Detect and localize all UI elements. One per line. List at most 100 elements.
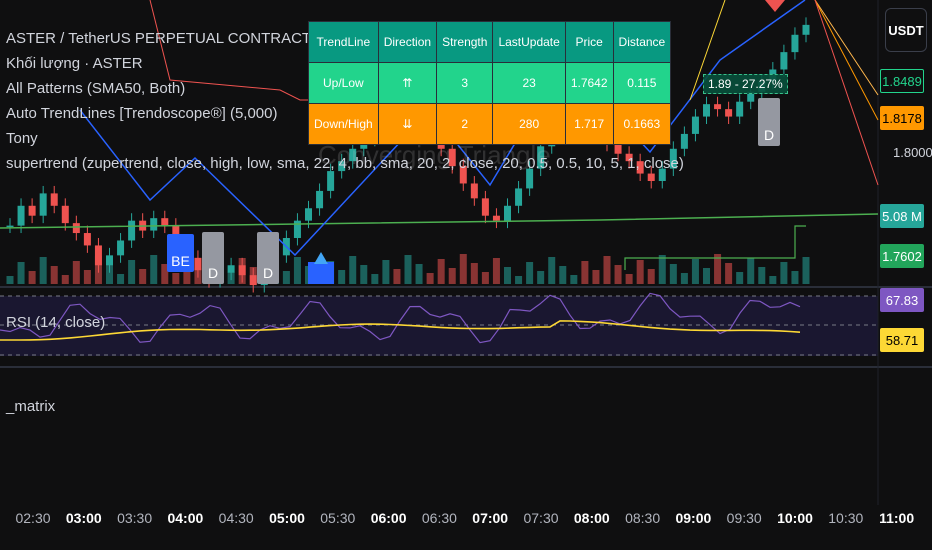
candle-body [791,34,799,53]
candle-body [94,245,102,266]
volume-bar [50,266,58,284]
legend-volume[interactable]: Khối lượng · ASTER [6,55,143,72]
volume-bar [227,272,235,284]
volume-bar [161,264,169,284]
table-cell: 1.717 [564,103,614,145]
trendline-orange-2 [814,0,879,121]
table-cell: 23 [492,62,566,104]
volume-bar [415,264,423,284]
price-axis-label: 1.8000 [893,145,932,160]
rsi-ma-tag: 58.71 [880,328,924,352]
volume-bar [150,255,158,284]
legend-tony[interactable]: Tony [6,130,38,147]
volume-bar [559,266,567,284]
volume-bar [249,267,257,284]
matrix-legend[interactable]: _matrix [6,398,56,415]
time-label: 07:00 [472,510,509,526]
volume-bar [736,272,744,284]
volume-bar [404,255,412,284]
volume-tag: 5.08 M [880,204,924,228]
volume-bar [360,265,368,284]
volume-bar [691,259,699,284]
candle-body [227,265,235,273]
volume-bar [614,265,622,284]
price-tag-up-trendline: 1.8489 [880,69,924,93]
volume-bar [515,276,523,284]
currency-button[interactable]: USDT [885,8,927,52]
volume-bar [106,265,113,284]
candle-body [17,205,25,226]
trendline-table: TrendLine Direction Strength LastUpdate … [308,21,672,145]
legend-supertrend[interactable]: supertrend (zupertrend, close, high, low… [6,155,684,172]
volume-bar [448,268,456,284]
table-header: Distance [612,21,672,63]
price-tag-down-trendline: 1.8178 [880,106,924,130]
candle-body [128,220,136,241]
candle-body [725,109,733,117]
candle-body [526,168,534,189]
candle-body [714,104,722,110]
volume-bar [769,276,777,284]
legend-symbol[interactable]: ASTER / TetherUS PERPETUAL CONTRACT · 5 … [6,30,401,47]
volume-bar [481,272,489,284]
candle-body [106,255,113,266]
marker-d-1[interactable]: D [202,232,224,284]
volume-bar [548,257,556,284]
candle-body [161,218,169,226]
marker-d-3[interactable]: D [758,98,780,146]
marker-be[interactable]: BE [167,234,194,272]
candle-body [459,166,467,184]
table-header: TrendLine [308,21,379,63]
rsi-legend[interactable]: RSI (14, close) [6,314,106,331]
volume-bar [658,255,666,284]
trendline-yellow [689,0,726,101]
candle-body [669,148,677,169]
volume-bar [17,262,25,284]
supertrend-line [0,213,879,229]
signal-marker [308,262,334,284]
volume-bar [802,257,810,284]
volume-bar [504,267,511,284]
candle-body [802,24,810,35]
candle-body [636,161,644,174]
volume-bar [382,260,390,284]
time-label: 05:00 [269,510,305,526]
trendline-orange [814,0,879,96]
volume-bar [194,268,202,284]
table-header-row: TrendLine Direction Strength LastUpdate … [308,21,672,63]
volume-bar [791,271,799,284]
volume-bar [680,273,688,284]
signal-arrow [314,252,328,264]
volume-bar [625,274,633,284]
time-label: 10:30 [828,510,864,526]
table-header: Direction [377,21,438,63]
candle-body [194,257,202,271]
candle-body [50,193,58,206]
candle-body [316,190,324,209]
time-label: 08:30 [625,510,661,526]
time-axis[interactable]: 02:30 03:00 03:30 04:00 04:30 05:00 05:30 06:00… [0,510,914,536]
table-cell: 0.115 [612,62,672,104]
candle-body [481,198,489,216]
volume-bar [592,270,600,284]
candle-body [703,104,710,117]
candle-body [658,168,666,181]
volume-bar [437,259,445,284]
candle-body [448,148,456,167]
volume-bar [581,261,589,284]
volume-bar [72,261,80,284]
rsi-ma-line [0,320,801,341]
time-label: 06:00 [370,510,407,526]
indicator-legend: ASTER / TetherUS PERPETUAL CONTRACT · 5 … [6,26,684,176]
volume-bar [725,263,733,284]
candle-body [28,205,36,216]
volume-bar [537,271,545,284]
legend-trendlines[interactable]: Auto TrendLines [Trendoscope®] (5,000) [6,105,278,122]
table-row: Up/Low ⇈ 3 23 1.7642 0.115 [308,62,672,104]
legend-patterns[interactable]: All Patterns (SMA50, Both) [6,80,186,97]
volume-bar [570,275,578,284]
candle-body [6,225,14,228]
volume-step-line [624,225,806,270]
volume-bar [393,269,401,284]
marker-d-2[interactable]: D [257,232,279,284]
